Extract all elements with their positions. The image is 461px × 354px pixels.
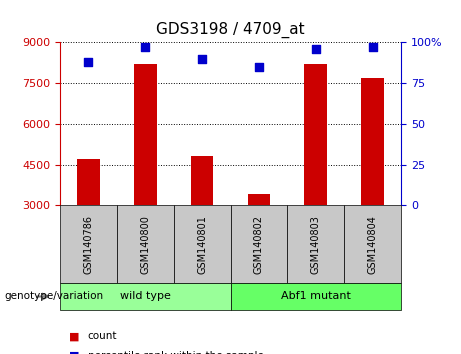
Point (312, 46, 319, 52)
Text: count: count (88, 331, 117, 341)
Point (142, 45, 149, 50)
Bar (361, 78, 384, 205)
Bar (248, 194, 270, 205)
Point (85, 59, 92, 65)
Text: GSM140802: GSM140802 (254, 215, 264, 274)
Text: GSM140800: GSM140800 (140, 215, 150, 274)
Bar (77, 159, 100, 205)
Bar (304, 64, 327, 205)
Text: genotype/variation: genotype/variation (5, 291, 104, 302)
Point (369, 45, 376, 50)
Text: GSM140786: GSM140786 (83, 215, 94, 274)
Point (198, 56, 206, 62)
Bar (134, 64, 157, 205)
Point (255, 64, 263, 70)
Title: GDS3198 / 4709_at: GDS3198 / 4709_at (156, 22, 305, 38)
Bar (191, 156, 213, 205)
Text: GSM140803: GSM140803 (311, 215, 321, 274)
Text: Abf1 mutant: Abf1 mutant (281, 291, 351, 302)
Text: GSM140801: GSM140801 (197, 215, 207, 274)
Text: ■: ■ (69, 351, 80, 354)
Text: GSM140804: GSM140804 (367, 215, 378, 274)
Text: ■: ■ (69, 331, 80, 341)
Text: wild type: wild type (120, 291, 171, 302)
Text: percentile rank within the sample: percentile rank within the sample (88, 351, 264, 354)
